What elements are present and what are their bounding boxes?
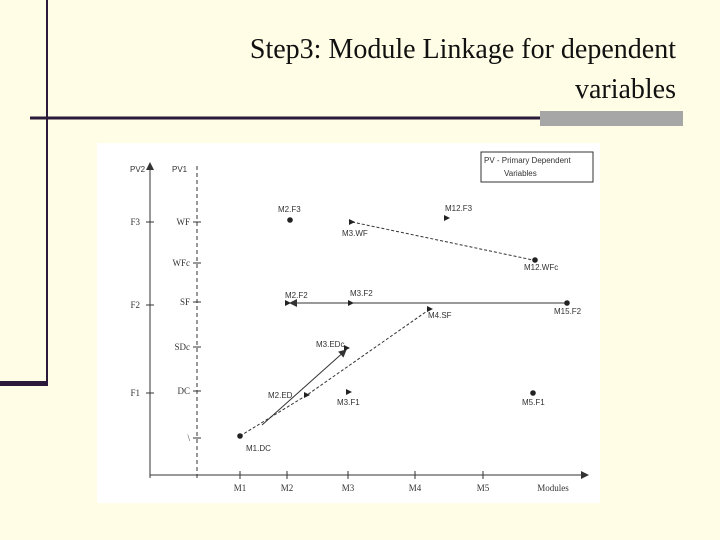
node-point (237, 433, 243, 439)
pv2-level: F3 (130, 217, 140, 227)
node-point (349, 219, 355, 225)
axis-label: PV2 (130, 165, 146, 174)
pv1-level: DC (177, 386, 190, 396)
pv2-level: F1 (130, 388, 140, 398)
pv2-level: F2 (130, 300, 140, 310)
left-bar (0, 381, 48, 386)
title-line: Step3: Module Linkage for dependent (250, 34, 676, 65)
node-point (287, 217, 293, 223)
node-label: M4.SF (428, 311, 452, 320)
node-point (532, 257, 538, 263)
node-label: M12.WFc (524, 263, 558, 272)
link (351, 221, 534, 261)
pv1-level: WFc (173, 258, 191, 268)
pv1-level: \ (187, 433, 190, 443)
pv1-level: SDc (175, 342, 191, 352)
node-label: M3.F1 (337, 398, 360, 407)
module-label: M3 (342, 483, 355, 493)
node-label: M3.F2 (350, 289, 373, 298)
link (261, 349, 347, 426)
node-label: M2.ED (268, 391, 293, 400)
module-label: M5 (477, 483, 490, 493)
title-line: variables (575, 74, 676, 105)
legend-box (480, 151, 594, 183)
node-point (285, 300, 291, 306)
node-label: M5.F1 (522, 398, 545, 407)
node-point (530, 390, 536, 396)
title-rule-block (540, 111, 683, 126)
node-point (344, 345, 350, 351)
node-point (444, 215, 450, 221)
node-label: M3.WF (342, 229, 368, 238)
node-point (304, 392, 310, 398)
node-label: M2.F3 (278, 205, 301, 214)
node-point (564, 300, 570, 306)
module-label: M2 (281, 483, 294, 493)
node-point (346, 389, 352, 395)
node-label: M2.F2 (285, 291, 308, 300)
legend-text: Variables (504, 169, 537, 178)
pv1-level: WF (177, 217, 191, 227)
axis-label: Modules (537, 483, 569, 493)
module-label: M1 (234, 483, 247, 493)
legend-text: PV - Primary Dependent (484, 156, 571, 165)
link (239, 308, 431, 437)
node-point (348, 300, 354, 306)
module-label: M4 (409, 483, 422, 493)
pv1-level: SF (180, 297, 190, 307)
node-label: M3.EDc (316, 340, 344, 349)
axis-label: PV1 (172, 165, 188, 174)
node-point (427, 306, 433, 312)
figure: PV2 PV1 Modules F3 F2 F1 WF WFc SF SDc DC \ M1 M2 M3 M4… (130, 151, 594, 493)
node-label: M15.F2 (554, 307, 582, 316)
node-label: M1.DC (246, 444, 271, 453)
figure-panel (97, 143, 600, 503)
node-label: M12.F3 (445, 204, 473, 213)
